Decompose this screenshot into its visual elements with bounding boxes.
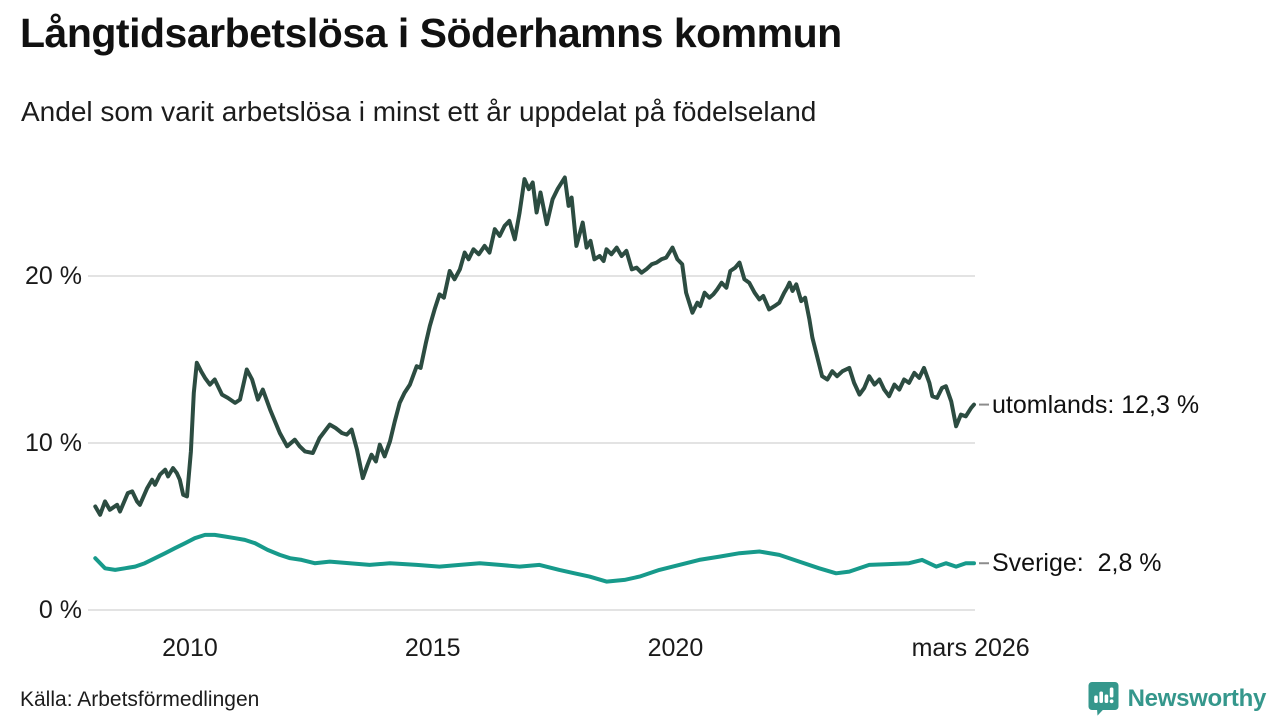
page-title: Långtidsarbetslösa i Söderhamns kommun: [20, 10, 842, 56]
newsworthy-wordmark: Newsworthy: [1127, 684, 1267, 712]
page-subtitle: Andel som varit arbetslösa i minst ett å…: [21, 96, 817, 127]
x-tick-label: 2015: [404, 634, 461, 662]
x-tick-label: 2010: [162, 634, 218, 662]
x-tick-label: 2020: [647, 634, 704, 662]
series-line-sverige: [93, 532, 976, 584]
source-note: Källa: Arbetsförmedlingen: [20, 688, 260, 711]
y-tick-label: 0 %: [38, 596, 82, 624]
series-label-utomlands: utomlands: 12,3 %: [992, 390, 1200, 419]
y-tick-label: 20 %: [25, 262, 82, 290]
series-line-utomlands: [93, 175, 976, 517]
newsworthy-brand: Newsworthy: [1088, 681, 1266, 716]
newsworthy-logo-icon: [1088, 682, 1119, 716]
y-tick-label: 10 %: [25, 429, 82, 457]
series-label-sverige: Sverige: 2,8 %: [992, 549, 1162, 578]
x-tick-label: mars 2026: [911, 634, 1030, 662]
